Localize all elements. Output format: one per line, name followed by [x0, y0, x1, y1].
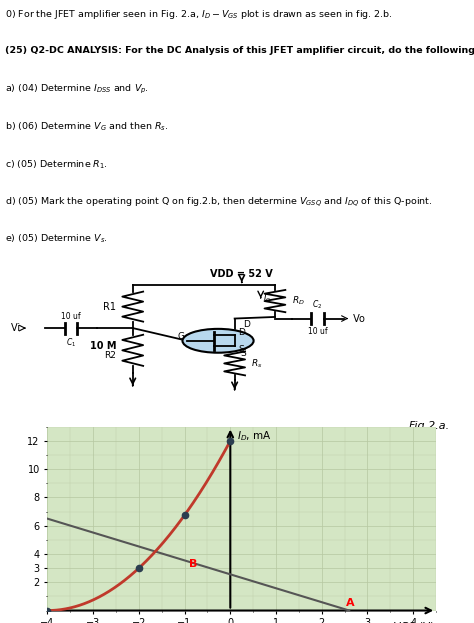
Text: S: S — [238, 345, 244, 354]
Text: 10 M: 10 M — [90, 341, 116, 351]
Text: B: B — [189, 559, 197, 569]
Text: $I_D$, mA: $I_D$, mA — [237, 430, 272, 444]
Text: 10 uf: 10 uf — [61, 312, 81, 321]
Text: Vi: Vi — [11, 323, 24, 333]
Text: VGS (V): VGS (V) — [393, 622, 434, 623]
Text: Vo: Vo — [350, 313, 365, 323]
Text: a) (04) Determine $I_{DSS}$ and $V_p$.: a) (04) Determine $I_{DSS}$ and $V_p$. — [5, 83, 149, 97]
Text: (25) Q2-DC ANALYSIS: For the DC Analysis of this JFET amplifier circuit, do the : (25) Q2-DC ANALYSIS: For the DC Analysis… — [5, 45, 474, 55]
Text: VDD = 52 V: VDD = 52 V — [210, 269, 273, 279]
Text: Fig.2.a.: Fig.2.a. — [409, 421, 450, 431]
Text: D: D — [238, 328, 246, 336]
Text: e) (05) Determine $V_s$.: e) (05) Determine $V_s$. — [5, 233, 108, 245]
Text: $R_D$: $R_D$ — [292, 295, 304, 307]
Text: G: G — [178, 332, 185, 341]
Text: $R_s$: $R_s$ — [251, 357, 263, 369]
Text: c) (05) Determine $R_1$.: c) (05) Determine $R_1$. — [5, 158, 108, 171]
Text: $C_1$: $C_1$ — [66, 337, 76, 350]
Text: $C_2$: $C_2$ — [312, 299, 323, 312]
Text: $I_o$: $I_o$ — [263, 292, 271, 304]
Text: b) (06) Determine $V_G$ and then $R_s$.: b) (06) Determine $V_G$ and then $R_s$. — [5, 121, 168, 133]
Text: A: A — [346, 597, 355, 607]
Text: d) (05) Mark the operating point Q on fig.2.b, then determine $V_{GSQ}$ and $I_{: d) (05) Mark the operating point Q on fi… — [5, 196, 432, 209]
Text: R1: R1 — [103, 302, 116, 312]
Text: 0) For the JFET amplifier seen in Fig. 2.a, $I_D - V_{GS}$ plot is drawn as seen: 0) For the JFET amplifier seen in Fig. 2… — [5, 8, 392, 21]
Circle shape — [182, 329, 254, 353]
Text: R2: R2 — [104, 351, 116, 360]
Text: 10 uf: 10 uf — [308, 327, 328, 336]
Text: S: S — [240, 349, 246, 358]
Text: D: D — [243, 320, 250, 329]
